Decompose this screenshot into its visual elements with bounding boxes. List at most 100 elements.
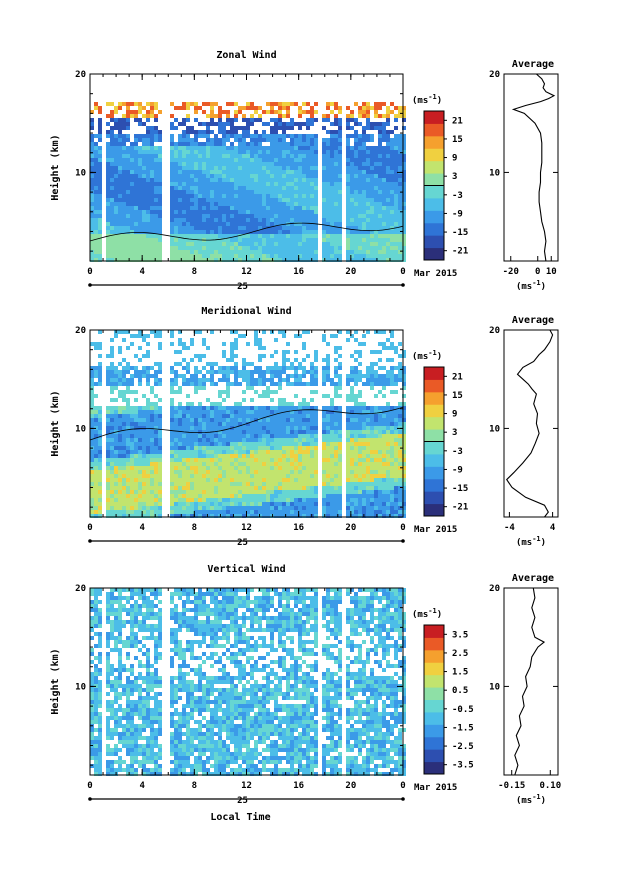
heatmap-cell	[326, 430, 330, 434]
heatmap-cell	[242, 426, 246, 430]
heatmap-cell	[242, 458, 246, 462]
heatmap-cell	[250, 458, 254, 462]
heatmap-cell	[210, 178, 214, 182]
heatmap-cell	[382, 114, 386, 118]
heatmap-cell	[250, 222, 254, 226]
heatmap-cell	[338, 210, 342, 214]
heatmap-cell	[278, 226, 282, 230]
heatmap-cell	[106, 438, 110, 442]
heatmap-cell	[154, 370, 158, 374]
heatmap-cell	[270, 218, 274, 222]
heatmap-cell	[270, 406, 274, 410]
heatmap-cell	[254, 230, 258, 234]
heatmap-cell	[390, 178, 394, 182]
heatmap-cell	[262, 442, 266, 446]
heatmap-cell	[314, 198, 318, 202]
heatmap-cell	[134, 250, 138, 254]
heatmap-cell	[394, 146, 398, 150]
heatmap-cell	[158, 434, 162, 438]
heatmap-cell	[202, 458, 206, 462]
heatmap-cell	[218, 490, 222, 494]
heatmap-cell	[326, 178, 330, 182]
heatmap-cell	[310, 106, 314, 110]
heatmap-cell	[154, 210, 158, 214]
heatmap-cell	[270, 398, 274, 402]
heatmap-cell	[186, 190, 190, 194]
heatmap-cell	[306, 198, 310, 202]
heatmap-cell	[294, 222, 298, 226]
heatmap-cell	[254, 130, 258, 134]
heatmap-cell	[330, 162, 334, 166]
heatmap-cell	[106, 166, 110, 170]
heatmap-cell	[238, 334, 242, 338]
heatmap-cell	[270, 174, 274, 178]
heatmap-cell	[182, 142, 186, 146]
heatmap-cell	[218, 498, 222, 502]
heatmap-cell	[338, 118, 342, 122]
heatmap-cell	[110, 138, 114, 142]
heatmap-cell	[322, 434, 326, 438]
heatmap-cell	[290, 466, 294, 470]
heatmap-cell	[214, 490, 218, 494]
heatmap-cell	[118, 226, 122, 230]
heatmap-cell	[394, 118, 398, 122]
heatmap-cell	[110, 470, 114, 474]
heatmap-cell	[362, 238, 366, 242]
heatmap-cell	[358, 230, 362, 234]
heatmap-cell	[190, 338, 194, 342]
heatmap-cell	[198, 406, 202, 410]
heatmap-cell	[270, 134, 274, 138]
heatmap-cell	[274, 122, 278, 126]
heatmap-cell	[190, 186, 194, 190]
heatmap-cell	[178, 218, 182, 222]
heatmap-cell	[146, 202, 150, 206]
heatmap-cell	[186, 506, 190, 510]
heatmap-cell	[290, 146, 294, 150]
heatmap-cell	[138, 230, 142, 234]
heatmap-cell	[246, 514, 250, 518]
heatmap-cell	[286, 250, 290, 254]
heatmap-cell	[110, 390, 114, 394]
heatmap-cell	[246, 182, 250, 186]
heatmap-cell	[338, 510, 342, 514]
heatmap-cell	[274, 470, 278, 474]
heatmap-cell	[334, 182, 338, 186]
heatmap-cell	[158, 458, 162, 462]
heatmap-cell	[298, 146, 302, 150]
heatmap-cell	[266, 478, 270, 482]
heatmap-cell	[142, 394, 146, 398]
heatmap-cell	[250, 378, 254, 382]
heatmap-cell	[178, 242, 182, 246]
heatmap-cell	[142, 482, 146, 486]
heatmap-cell	[254, 250, 258, 254]
heatmap-cell	[214, 122, 218, 126]
heatmap-cell	[270, 442, 274, 446]
heatmap-cell	[126, 410, 130, 414]
heatmap-cell	[154, 162, 158, 166]
heatmap-cell	[98, 346, 102, 350]
heatmap-cell	[222, 342, 226, 346]
heatmap-cell	[194, 130, 198, 134]
heatmap-cell	[138, 474, 142, 478]
heatmap-cell	[202, 502, 206, 506]
heatmap-cell	[182, 482, 186, 486]
heatmap-cell	[238, 174, 242, 178]
heatmap-cell	[286, 486, 290, 490]
heatmap-cell	[266, 378, 270, 382]
heatmap-cell	[338, 202, 342, 206]
heatmap-cell	[282, 234, 286, 238]
heatmap-cell	[294, 214, 298, 218]
heatmap-cell	[194, 118, 198, 122]
heatmap-cell	[198, 330, 202, 334]
heatmap-cell	[390, 218, 394, 222]
heatmap-cell	[126, 122, 130, 126]
heatmap-cell	[222, 482, 226, 486]
heatmap-cell	[118, 234, 122, 238]
heatmap-cell	[258, 406, 262, 410]
heatmap-cell	[126, 494, 130, 498]
heatmap-cell	[278, 102, 282, 106]
heatmap-cell	[150, 494, 154, 498]
heatmap-cell	[234, 242, 238, 246]
heatmap-cell	[330, 150, 334, 154]
heatmap-cell	[178, 190, 182, 194]
